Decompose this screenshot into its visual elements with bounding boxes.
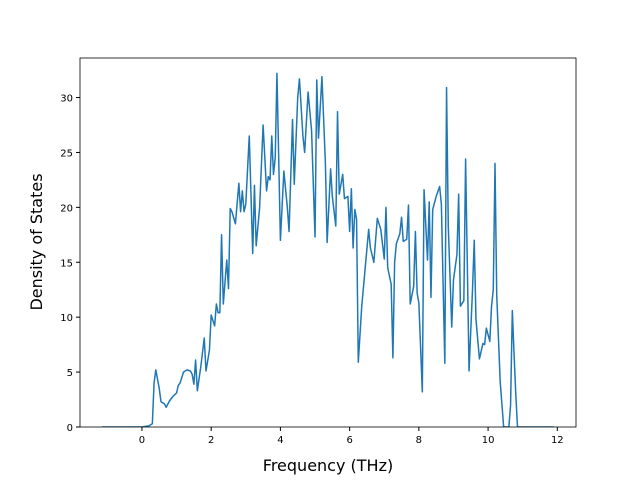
y-tick-label: 15 xyxy=(60,258,73,269)
y-tick-label: 5 xyxy=(67,368,73,379)
x-tick-label: 0 xyxy=(139,435,145,446)
plot-frame xyxy=(79,57,577,428)
x-tick-label: 2 xyxy=(208,435,214,446)
y-axis-label: Density of States xyxy=(27,173,46,310)
y-tick-label: 30 xyxy=(60,94,73,105)
line xyxy=(102,72,554,427)
x-tick-label: 8 xyxy=(416,435,422,446)
x-axis-label: Frequency (THz) xyxy=(263,456,393,475)
x-tick-label: 6 xyxy=(346,435,352,446)
x-tick-label: 4 xyxy=(277,435,283,446)
y-tick-label: 10 xyxy=(60,313,73,324)
y-tick-label: 0 xyxy=(67,423,73,434)
y-tick-label: 20 xyxy=(60,203,73,214)
x-tick-label: 10 xyxy=(482,435,495,446)
y-tick-label: 25 xyxy=(60,148,73,159)
x-tick-label: 12 xyxy=(551,435,564,446)
